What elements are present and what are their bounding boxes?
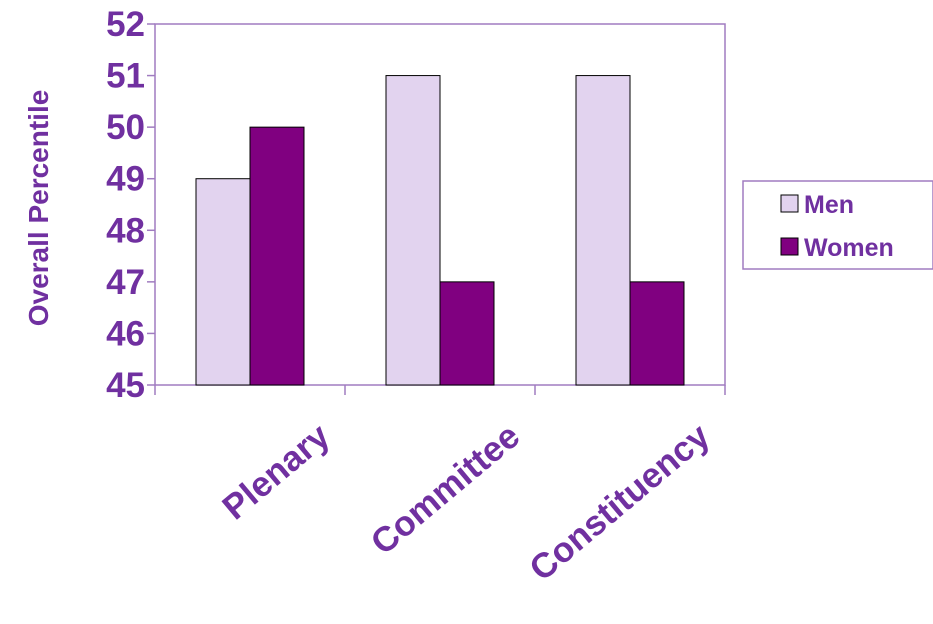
bar-men-plenary — [195, 178, 251, 386]
legend-box — [742, 180, 933, 270]
y-tick-label: 45 — [106, 366, 145, 405]
bar-women-constituency — [629, 281, 685, 386]
y-tick-label: 52 — [106, 5, 145, 44]
legend-swatch-women — [780, 237, 799, 256]
y-tick-label: 51 — [106, 57, 145, 96]
y-tick-label: 50 — [106, 108, 145, 147]
y-tick-label: 46 — [106, 314, 145, 353]
legend-swatch-men — [780, 194, 799, 213]
y-tick-label: 47 — [106, 263, 145, 302]
y-tick-label: 49 — [106, 160, 145, 199]
bar-men-constituency — [575, 75, 631, 386]
y-axis-label: Overall Percentile — [23, 90, 54, 327]
legend-label-women: Women — [804, 234, 894, 262]
plot-area — [154, 23, 726, 386]
bar-women-committee — [439, 281, 495, 386]
y-tick-label: 48 — [106, 211, 145, 250]
legend-label-men: Men — [804, 191, 854, 219]
x-tick-label-plenary: Plenary — [215, 416, 337, 528]
x-tick-label-committee: Committee — [364, 416, 528, 562]
bar-men-committee — [385, 75, 441, 386]
bar-women-plenary — [249, 126, 305, 386]
x-tick-label-constituency: Constituency — [522, 416, 717, 589]
y-axis-ticks: 45 46 47 48 49 50 51 52 — [106, 5, 155, 405]
legend: Men Women — [742, 180, 933, 270]
